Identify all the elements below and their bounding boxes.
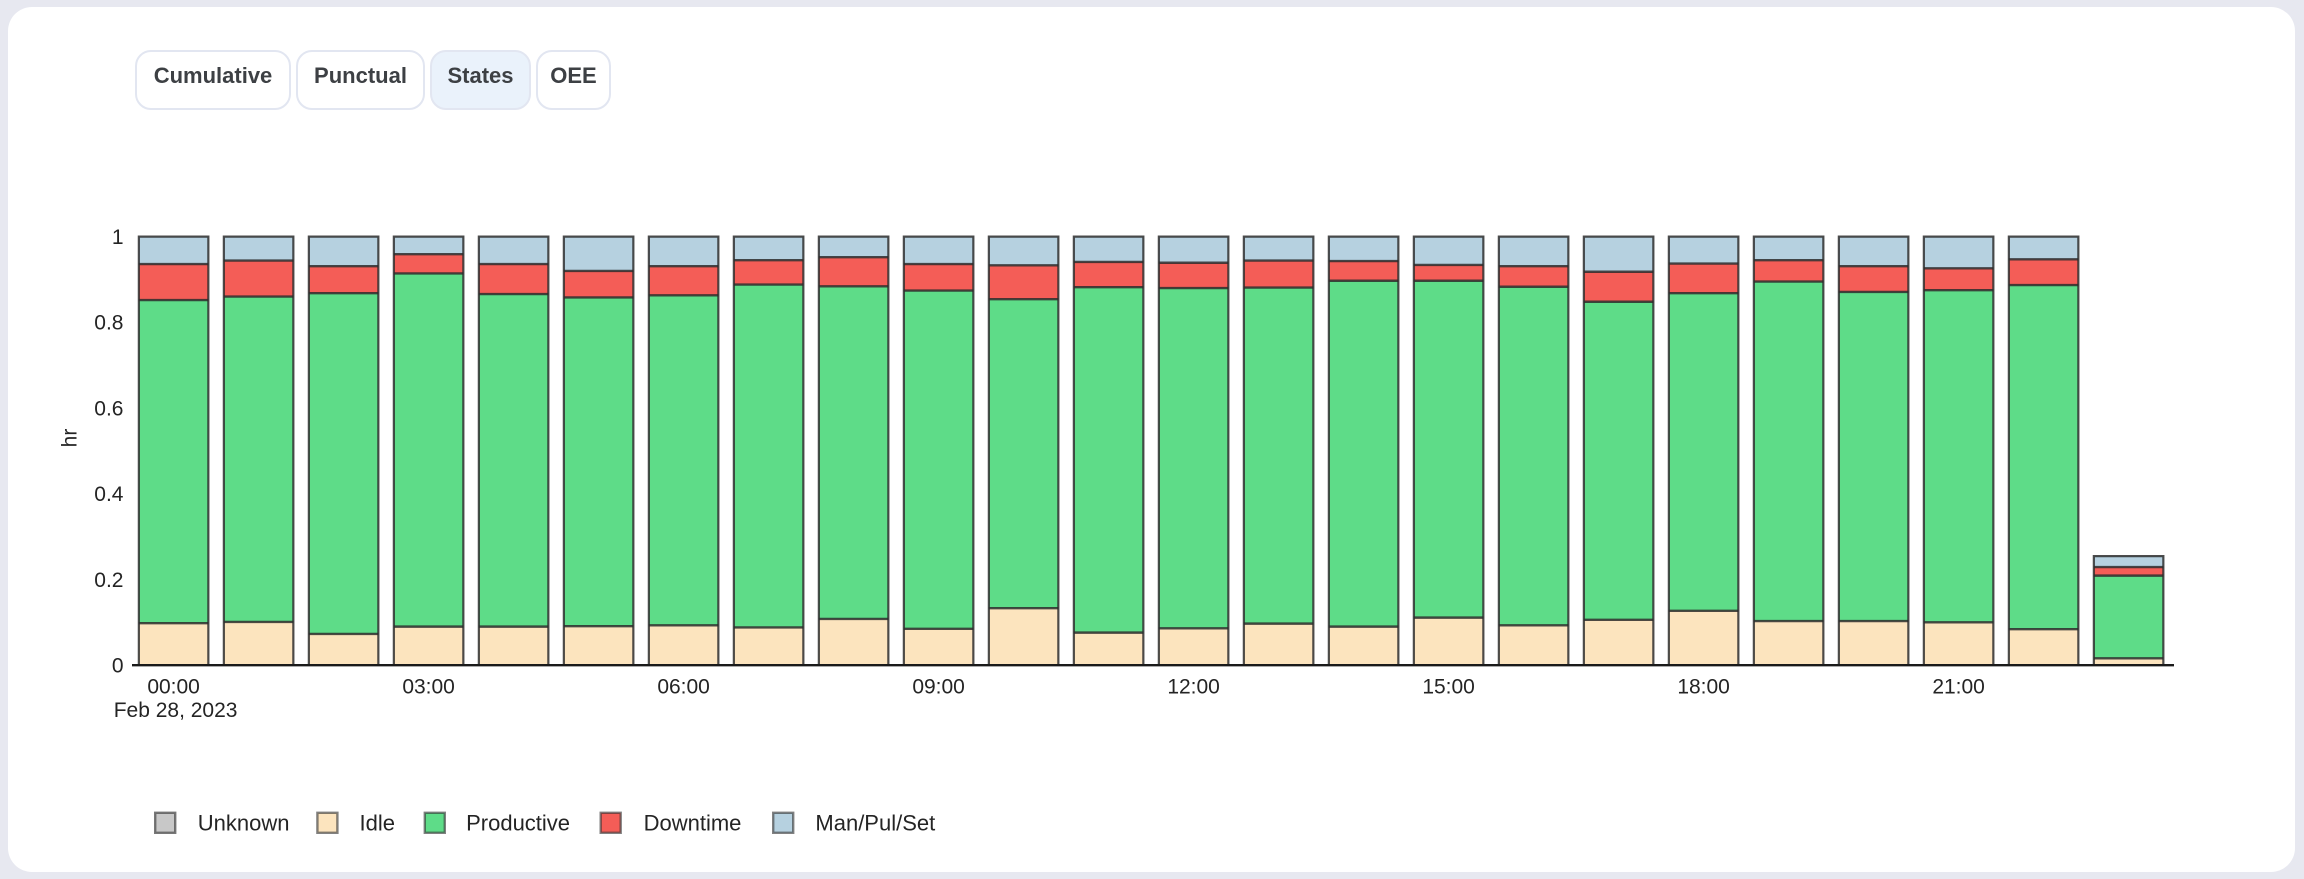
svg-text:06:00: 06:00 xyxy=(657,675,710,698)
svg-text:09:00: 09:00 xyxy=(912,675,965,698)
svg-text:0.8: 0.8 xyxy=(94,312,123,335)
svg-text:Unknown: Unknown xyxy=(198,810,290,835)
svg-text:Man/Pul/Set: Man/Pul/Set xyxy=(815,810,935,835)
svg-text:0.4: 0.4 xyxy=(94,483,124,506)
svg-text:15:00: 15:00 xyxy=(1422,675,1475,698)
svg-text:Idle: Idle xyxy=(360,810,395,835)
svg-text:21:00: 21:00 xyxy=(1932,675,1985,698)
svg-text:12:00: 12:00 xyxy=(1167,675,1220,698)
svg-text:1: 1 xyxy=(112,226,124,249)
svg-text:00:00: 00:00 xyxy=(147,675,200,698)
svg-text:0.2: 0.2 xyxy=(94,569,123,592)
svg-text:Downtime: Downtime xyxy=(644,810,742,835)
svg-text:Productive: Productive xyxy=(466,810,570,835)
svg-text:Feb 28, 2023: Feb 28, 2023 xyxy=(114,699,238,722)
svg-text:hr: hr xyxy=(59,429,82,448)
svg-text:03:00: 03:00 xyxy=(402,675,455,698)
svg-text:0.6: 0.6 xyxy=(94,397,123,420)
svg-text:18:00: 18:00 xyxy=(1677,675,1730,698)
svg-text:0: 0 xyxy=(112,655,124,678)
